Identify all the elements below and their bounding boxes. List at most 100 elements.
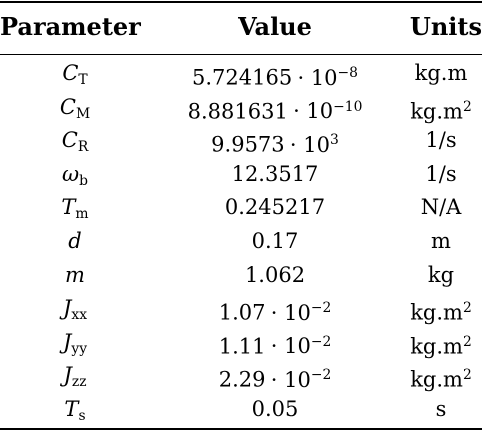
value-exponent: −10 bbox=[333, 98, 363, 115]
units-cell: kg.m2 bbox=[400, 292, 482, 326]
parameter-symbol: T bbox=[64, 396, 79, 421]
value-mantissa: 1.07 bbox=[218, 300, 266, 325]
value-cell: 1.062 bbox=[150, 259, 400, 293]
unit-text: kg bbox=[427, 262, 455, 287]
value-mantissa: 0.245217 bbox=[224, 195, 326, 220]
value-mantissa: 0.17 bbox=[251, 228, 299, 253]
parameter-symbol: d bbox=[68, 228, 82, 253]
unit-exponent: 2 bbox=[462, 98, 472, 115]
parameter-cell: Jxx bbox=[0, 292, 150, 326]
value-exponent: −2 bbox=[310, 333, 332, 350]
value-cell: 0.05 bbox=[150, 393, 400, 427]
value-mantissa: 0.05 bbox=[251, 396, 299, 421]
value-cell: 12.3517 bbox=[150, 158, 400, 192]
value-exponent: 3 bbox=[329, 132, 339, 149]
unit-text: kg.m bbox=[410, 99, 463, 124]
units-cell: kg.m2 bbox=[400, 326, 482, 360]
table-row: ωb 12.3517 1/s bbox=[0, 158, 482, 192]
bottom-rule bbox=[0, 428, 482, 430]
unit-text: N/A bbox=[420, 195, 462, 220]
value-cell: 0.17 bbox=[150, 225, 400, 259]
value-exponent: −2 bbox=[310, 300, 332, 317]
table-row: m 1.062 kg bbox=[0, 259, 482, 293]
parameter-cell: ωb bbox=[0, 158, 150, 192]
units-cell: kg.m2 bbox=[400, 359, 482, 393]
unit-exponent: 2 bbox=[462, 300, 472, 317]
value-exponent: −8 bbox=[337, 65, 358, 81]
unit-text: s bbox=[435, 396, 447, 421]
value-mantissa: 9.9573 bbox=[211, 132, 285, 157]
table-row: Ts 0.05 s bbox=[0, 393, 482, 427]
parameter-cell: Ts bbox=[0, 393, 150, 427]
table-row: Jyy 1.11 · 10−2 kg.m2 bbox=[0, 326, 482, 360]
header-parameter: Parameter bbox=[0, 12, 141, 41]
unit-text: kg.m bbox=[410, 300, 463, 325]
parameter-cell: d bbox=[0, 225, 150, 259]
parameter-symbol: C bbox=[61, 128, 78, 153]
parameter-symbol: C bbox=[62, 61, 79, 85]
table-row: Jzz 2.29 · 10−2 kg.m2 bbox=[0, 359, 482, 393]
value-multiplier: · 10 bbox=[270, 334, 311, 359]
value-mantissa: 1.062 bbox=[244, 262, 306, 287]
value-cell: 9.9573 · 103 bbox=[150, 124, 400, 158]
header-units: Units bbox=[409, 12, 482, 41]
units-cell: s bbox=[400, 393, 482, 427]
unit-text: kg.m bbox=[410, 334, 463, 359]
parameter-symbol: J bbox=[63, 363, 72, 388]
table-row: CT 5.724165 · 10−8 kg.m bbox=[0, 57, 482, 91]
value-mantissa: 12.3517 bbox=[231, 161, 319, 186]
parameter-subscript: yy bbox=[71, 340, 88, 357]
units-cell: kg.m bbox=[400, 57, 482, 91]
header-rule bbox=[0, 54, 482, 56]
value-mantissa: 2.29 bbox=[218, 367, 266, 392]
parameter-cell: Tm bbox=[0, 191, 150, 225]
unit-exponent: 2 bbox=[462, 367, 472, 384]
units-cell: kg bbox=[400, 259, 482, 293]
table-row: Jxx 1.07 · 10−2 kg.m2 bbox=[0, 292, 482, 326]
parameter-subscript: zz bbox=[71, 374, 87, 391]
unit-text: kg.m bbox=[414, 61, 468, 85]
parameter-cell: CT bbox=[0, 57, 150, 91]
parameter-symbol: ω bbox=[62, 161, 80, 186]
parameter-subscript: M bbox=[75, 105, 91, 122]
table-row: d 0.17 m bbox=[0, 225, 482, 259]
parameter-symbol: J bbox=[62, 329, 72, 354]
unit-exponent: 2 bbox=[462, 333, 472, 350]
unit-text: kg.m bbox=[410, 367, 463, 392]
value-cell: 8.881631 · 10−10 bbox=[150, 91, 400, 125]
parameter-subscript: m bbox=[75, 206, 89, 223]
value-multiplier: · 10 bbox=[270, 300, 311, 325]
parameter-cell: CR bbox=[0, 124, 150, 158]
parameter-symbol: J bbox=[62, 296, 72, 321]
header-value: Value bbox=[238, 12, 312, 41]
value-multiplier: · 10 bbox=[293, 99, 334, 124]
parameter-cell: Jzz bbox=[0, 359, 150, 393]
value-mantissa: 8.881631 bbox=[187, 99, 288, 124]
value-exponent: −2 bbox=[310, 367, 332, 384]
parameter-cell: m bbox=[0, 259, 150, 293]
value-cell: 1.11 · 10−2 bbox=[150, 326, 400, 360]
value-multiplier: · 10 bbox=[270, 367, 311, 392]
units-cell: N/A bbox=[400, 191, 482, 225]
parameter-symbol: T bbox=[61, 195, 76, 220]
units-cell: kg.m2 bbox=[400, 91, 482, 125]
table-row: CR 9.9573 · 103 1/s bbox=[0, 124, 482, 158]
units-cell: 1/s bbox=[400, 124, 482, 158]
table-body: CT 5.724165 · 10−8 kg.m CM 8.881631 · 10−10 kg.… bbox=[0, 57, 482, 427]
value-mantissa: 1.11 bbox=[218, 334, 266, 359]
unit-text: 1/s bbox=[425, 161, 457, 186]
value-multiplier: · 10 bbox=[297, 65, 338, 90]
table-row: CM 8.881631 · 10−10 kg.m2 bbox=[0, 91, 482, 125]
value-cell: 1.07 · 10−2 bbox=[150, 292, 400, 326]
value-multiplier: · 10 bbox=[289, 132, 330, 157]
parameter-subscript: b bbox=[79, 172, 88, 189]
parameter-symbol: C bbox=[59, 94, 76, 119]
parameter-subscript: xx bbox=[71, 307, 88, 324]
value-cell: 0.245217 bbox=[150, 191, 400, 225]
value-mantissa: 5.724165 bbox=[192, 65, 293, 90]
unit-text: m bbox=[431, 228, 451, 253]
parameter-symbol: m bbox=[65, 262, 85, 287]
parameter-cell: Jyy bbox=[0, 326, 150, 360]
value-cell: 2.29 · 10−2 bbox=[150, 359, 400, 393]
